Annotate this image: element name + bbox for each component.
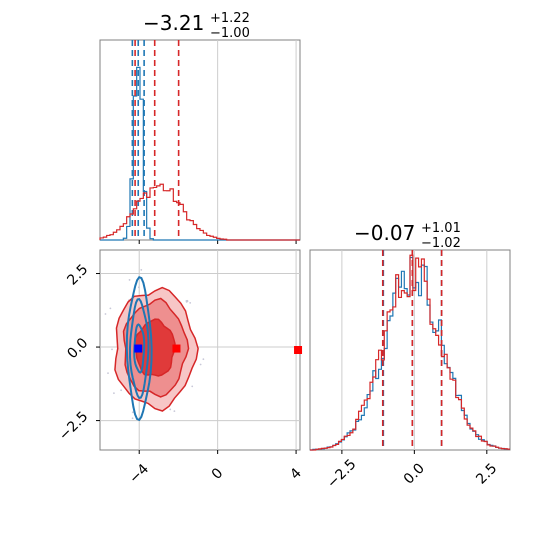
sample-point: [199, 363, 202, 366]
sample-point: [131, 417, 134, 420]
bottom-right-title-main: −0.07: [354, 221, 415, 245]
x-tick-label-2: 2.5: [473, 460, 500, 487]
bottom-left-2d-density: −4 0 4 2.5 0.0 −2.5: [56, 250, 305, 487]
bottom-right-title-sub: −1.02: [421, 236, 461, 251]
sample-point: [104, 313, 107, 315]
panel-bottom-right-frame: [309, 249, 511, 451]
sample-point: [140, 268, 143, 271]
top-left-title-sub: −1.00: [210, 26, 250, 41]
x-tick-label-1: 0: [209, 465, 227, 483]
top-left-title-sup: +1.22: [210, 11, 250, 26]
sample-point: [202, 358, 205, 361]
sample-point: [120, 389, 123, 392]
hist-series-1: [310, 254, 510, 451]
y-tick-label-1: 0.0: [64, 335, 91, 362]
blue-contour-2: [125, 275, 153, 422]
sample-point: [111, 348, 113, 351]
x-tick-label-0: −2.5: [324, 456, 359, 491]
x-tick-label-2: 4: [287, 465, 305, 483]
sample-point: [173, 410, 176, 413]
sample-point: [189, 302, 192, 304]
marker-1: [172, 344, 181, 353]
bottom-right-title-sup: +1.01: [421, 221, 461, 236]
top-left-title-main: −3.21: [143, 11, 204, 35]
sample-point: [128, 279, 131, 281]
hist-series-1: [99, 183, 300, 241]
sample-point: [185, 300, 188, 302]
sample-point: [169, 408, 172, 411]
sample-point: [137, 286, 140, 289]
top-left-histogram: [99, 40, 300, 244]
x-tick-label-0: −4: [126, 461, 152, 487]
sample-point: [191, 385, 194, 388]
sample-point: [113, 392, 115, 395]
sample-point: [107, 372, 109, 375]
bottom-right-histogram: −2.5 0.0 2.5: [310, 250, 510, 492]
y-tick-label-0: 2.5: [64, 262, 91, 289]
blue-contour-1: [128, 297, 150, 400]
x-tick-label-1: 0.0: [401, 460, 428, 487]
sample-point: [131, 411, 134, 414]
y-tick-label-2: −2.5: [56, 409, 91, 444]
marker-2: [294, 346, 303, 354]
marker-0: [134, 344, 143, 353]
sample-point: [109, 307, 112, 310]
